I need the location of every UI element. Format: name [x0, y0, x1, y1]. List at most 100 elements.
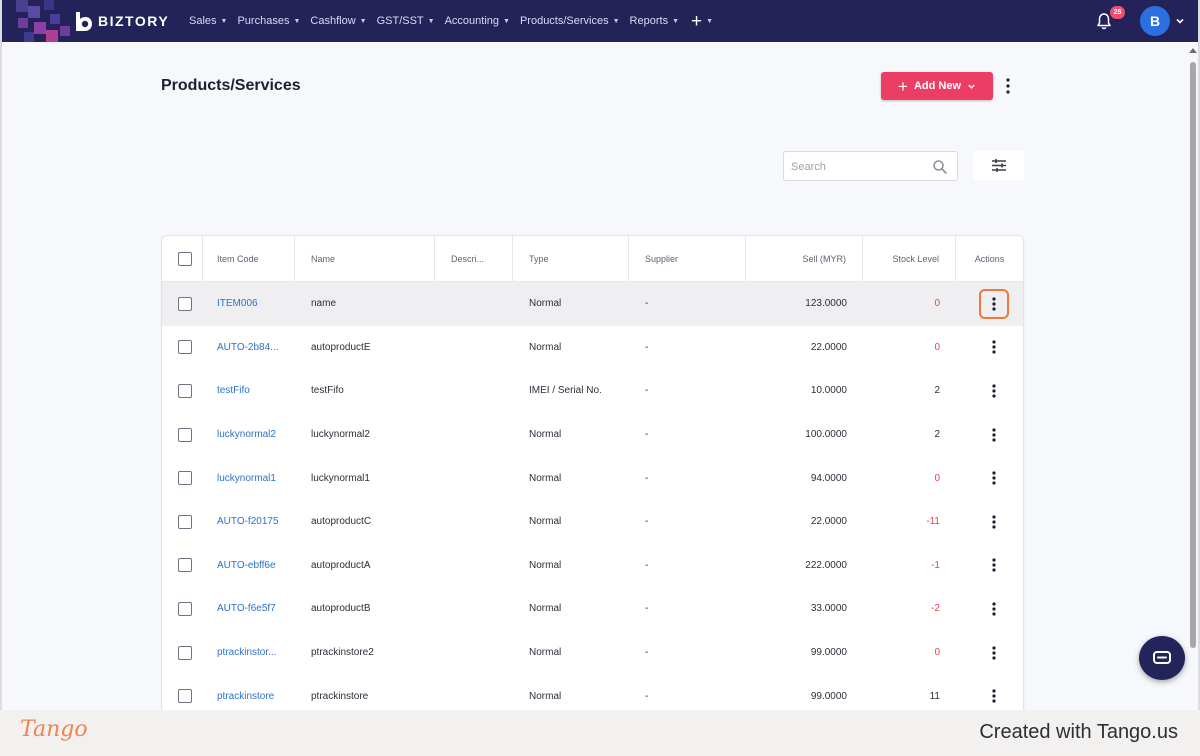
cell-supplier: - — [645, 341, 649, 353]
menu-purchases[interactable]: Purchases ▼ — [237, 15, 300, 27]
kebab-icon — [992, 297, 996, 311]
cell-sell: 33.0000 — [810, 603, 847, 615]
row-actions-button[interactable] — [979, 507, 1009, 537]
header-supplier[interactable]: Supplier — [629, 236, 746, 281]
table-row[interactable]: testFifo testFifo IMEI / Serial No. - 10.000… — [162, 369, 1023, 413]
row-actions-button[interactable] — [979, 638, 1009, 668]
cell-item-code[interactable]: AUTO-f20175 — [217, 516, 279, 528]
menu-accounting[interactable]: Accounting ▼ — [445, 15, 510, 27]
cell-item-code[interactable]: AUTO-2b84... — [217, 341, 279, 353]
menu-purchases-label: Purchases — [237, 15, 290, 27]
cell-item-code[interactable]: AUTO-ebff6e — [217, 559, 276, 571]
cell-item-code[interactable]: ptrackinstore — [217, 690, 275, 702]
cell-supplier: - — [645, 559, 649, 571]
row-checkbox[interactable] — [178, 427, 192, 442]
table-row[interactable]: AUTO-ebff6e autoproductA Normal - 222.0000 -1 — [162, 544, 1023, 588]
row-actions-button[interactable] — [979, 594, 1009, 624]
cell-type: Normal — [529, 516, 562, 528]
row-actions-button[interactable] — [979, 376, 1009, 406]
menu-quick-add[interactable]: + ▼ — [689, 12, 713, 31]
filter-button[interactable] — [974, 151, 1024, 180]
cell-stock-level: 0 — [934, 298, 940, 310]
menu-cashflow-label: Cashflow — [310, 15, 356, 27]
cell-name: luckynormal2 — [311, 429, 370, 441]
cell-sell: 10.0000 — [810, 385, 847, 397]
table-row[interactable]: ptrackinstor... ptrackinstore2 Normal - 99.0… — [162, 631, 1023, 675]
table-row[interactable]: AUTO-f6e5f7 autoproductB Normal - 33.0000 -2 — [162, 587, 1023, 631]
chevron-down-icon[interactable] — [1175, 16, 1185, 26]
cell-stock-level: 0 — [934, 341, 940, 353]
row-checkbox[interactable] — [178, 514, 192, 529]
row-checkbox[interactable] — [178, 645, 192, 660]
app-window: BIZTORY Sales ▼ Purchases ▼ Cashflow ▼ GST/… — [2, 0, 1198, 710]
cell-name: name — [311, 298, 337, 310]
bell-icon[interactable] — [1095, 12, 1113, 30]
menu-reports-label: Reports — [629, 15, 669, 27]
cell-item-code[interactable]: testFifo — [217, 385, 250, 397]
cell-supplier: - — [645, 603, 649, 615]
brand-name[interactable]: BIZTORY — [98, 13, 170, 29]
menu-gst-sst-label: GST/SST — [376, 15, 424, 27]
kebab-icon — [992, 645, 996, 660]
brand-pixel-pattern — [16, 0, 102, 42]
cell-item-code[interactable]: AUTO-f6e5f7 — [217, 603, 276, 615]
row-actions-button[interactable] — [979, 332, 1009, 362]
header-stock-level[interactable]: Stock Level — [863, 236, 956, 281]
menu-reports[interactable]: Reports ▼ — [630, 15, 679, 27]
kebab-icon — [992, 558, 996, 572]
menu-products-services[interactable]: Products/Services ▼ — [520, 15, 620, 27]
cell-name: luckynormal1 — [311, 472, 370, 484]
page-more-icon[interactable] — [1000, 76, 1016, 96]
row-checkbox[interactable] — [178, 471, 192, 486]
cell-item-code[interactable]: ITEM006 — [217, 298, 258, 310]
cell-item-code[interactable]: luckynormal1 — [217, 472, 276, 484]
row-actions-button[interactable] — [979, 420, 1009, 450]
table-row[interactable]: AUTO-f20175 autoproductC Normal - 22.0000 -11 — [162, 500, 1023, 544]
add-new-button[interactable]: + Add New — [881, 72, 993, 100]
scroll-thumb[interactable] — [1190, 62, 1196, 648]
cell-supplier: - — [645, 298, 649, 310]
header-item-code[interactable]: Item Code — [203, 236, 295, 281]
logo-icon[interactable] — [72, 10, 94, 32]
chat-button[interactable] — [1139, 636, 1185, 680]
row-checkbox[interactable] — [178, 689, 192, 704]
cell-item-code[interactable]: ptrackinstor... — [217, 647, 277, 659]
row-actions-button[interactable] — [979, 288, 1009, 319]
cell-supplier: - — [645, 647, 649, 659]
table-row[interactable]: ITEM006 name Normal - 123.0000 0 — [162, 282, 1023, 326]
search-icon[interactable] — [932, 159, 948, 175]
table-row[interactable]: AUTO-2b84... autoproductE Normal - 22.0000 0 — [162, 326, 1023, 370]
cell-name: autoproductA — [311, 559, 371, 571]
row-checkbox[interactable] — [178, 601, 192, 616]
scrollbar[interactable] — [1188, 42, 1198, 710]
cell-type: Normal — [529, 603, 562, 615]
cell-supplier: - — [645, 385, 649, 397]
table-row[interactable]: luckynormal1 luckynormal1 Normal - 94.0000 0 — [162, 456, 1023, 500]
row-actions-button[interactable] — [979, 463, 1009, 493]
cell-type: Normal — [529, 647, 562, 659]
created-with-text: Created with Tango.us — [979, 721, 1178, 743]
row-checkbox[interactable] — [178, 558, 192, 573]
header-name[interactable]: Name — [295, 236, 435, 281]
row-checkbox[interactable] — [178, 340, 192, 355]
search-input[interactable] — [791, 158, 921, 175]
row-checkbox[interactable] — [178, 296, 192, 311]
menu-gst-sst[interactable]: GST/SST ▼ — [377, 15, 435, 27]
header-sell[interactable]: Sell (MYR) — [746, 236, 863, 281]
select-all-checkbox[interactable] — [178, 252, 192, 266]
row-checkbox[interactable] — [178, 383, 192, 398]
row-actions-button[interactable] — [979, 550, 1009, 580]
header-type[interactable]: Type — [513, 236, 629, 281]
row-actions-button[interactable] — [979, 681, 1009, 710]
menu-cashflow[interactable]: Cashflow ▼ — [310, 15, 366, 27]
cell-supplier: - — [645, 516, 649, 528]
avatar[interactable]: B — [1140, 6, 1170, 36]
scroll-up-arrow-icon[interactable] — [1189, 48, 1197, 53]
menu-sales[interactable]: Sales ▼ — [189, 15, 227, 27]
cell-stock-level: -2 — [931, 603, 940, 615]
header-description[interactable]: Descri... — [435, 236, 513, 281]
cell-item-code[interactable]: luckynormal2 — [217, 429, 276, 441]
table-row[interactable]: ptrackinstore ptrackinstore Normal - 99.0000… — [162, 674, 1023, 710]
chevron-down-icon: ▼ — [503, 17, 510, 25]
table-row[interactable]: luckynormal2 luckynormal2 Normal - 100.0000 2 — [162, 413, 1023, 457]
